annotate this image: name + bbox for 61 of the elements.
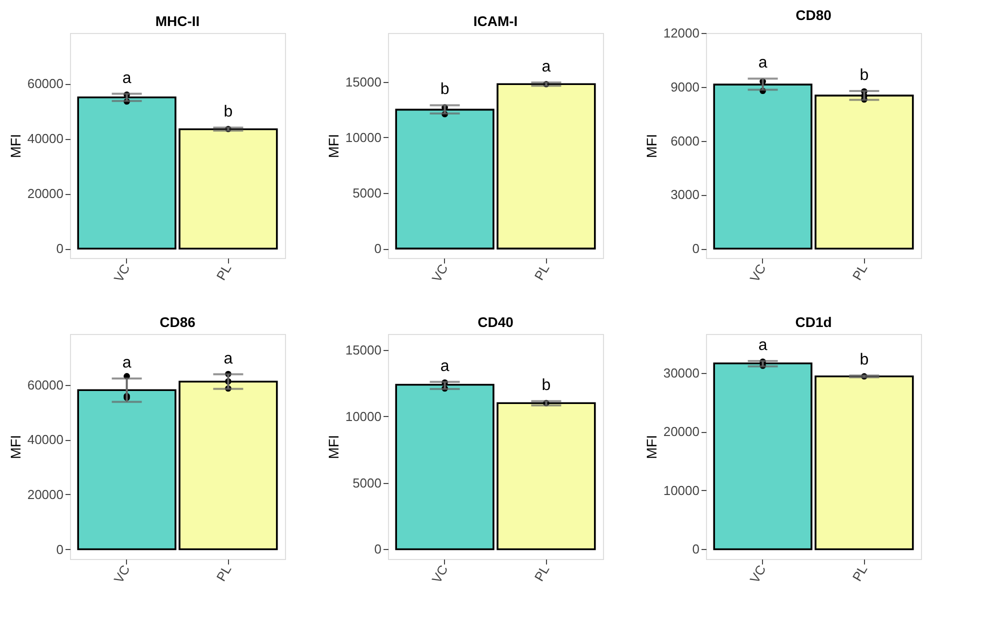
y-tick-label: 60000 (27, 377, 64, 392)
y-axis-title: MFI (643, 134, 660, 158)
y-axis-title: MFI (7, 134, 24, 158)
annotation: b (224, 104, 233, 121)
y-tick-label: 15000 (345, 74, 382, 90)
x-tick-label: PL (213, 262, 234, 283)
y-tick-label: 10000 (663, 482, 700, 498)
x-tick-label: PL (849, 562, 870, 584)
y-tick-label: 15000 (345, 342, 382, 358)
y-tick-label: 5000 (352, 475, 382, 490)
y-tick-label: 3000 (670, 187, 700, 202)
y-tick-label: 0 (56, 542, 64, 557)
annotation: b (860, 351, 869, 368)
y-tick-label: 0 (56, 241, 64, 256)
y-tick-label: 20000 (27, 486, 64, 502)
annotation: a (122, 70, 132, 87)
y-tick-label: 0 (374, 241, 382, 256)
y-tick-label: 30000 (663, 365, 700, 380)
y-tick-label: 40000 (27, 131, 64, 146)
y-axis-title: MFI (7, 434, 24, 460)
annotation: a (758, 337, 768, 354)
x-tick-label: PL (531, 262, 552, 283)
y-tick-label: 10000 (345, 408, 382, 424)
chart-title: CD86 (160, 314, 196, 330)
annotation: b (542, 377, 551, 394)
y-tick-label: 20000 (27, 186, 64, 202)
annotation: a (758, 54, 768, 72)
x-tick-label: VC (746, 262, 769, 285)
y-tick-label: 6000 (670, 133, 700, 148)
chart-title: ICAM-I (473, 13, 518, 29)
y-tick-label: 0 (692, 542, 700, 557)
chart-title: CD80 (796, 7, 832, 23)
y-axis-title: MFI (325, 134, 342, 158)
y-tick-label: 60000 (27, 76, 64, 92)
annotation: a (542, 58, 551, 76)
y-tick-label: 10000 (345, 130, 382, 145)
x-tick-label: VC (428, 262, 451, 285)
annotation: b (440, 81, 450, 98)
y-axis-title: MFI (643, 434, 660, 460)
x-tick-label: PL (531, 562, 552, 584)
x-tick-label: PL (849, 262, 870, 283)
y-tick-label: 0 (374, 542, 382, 557)
y-tick-label: 20000 (663, 424, 700, 440)
x-tick-label: VC (110, 562, 133, 586)
annotation: a (440, 358, 450, 375)
annotation: a (122, 354, 132, 372)
y-tick-label: 40000 (27, 432, 64, 448)
annotation: a (224, 350, 233, 368)
y-axis-title: MFI (325, 434, 342, 460)
annotation: b (860, 67, 869, 84)
x-tick-label: VC (746, 562, 769, 586)
chart-title: CD1d (795, 314, 832, 330)
y-tick-label: 0 (692, 241, 700, 256)
y-tick-label: 5000 (352, 186, 382, 200)
x-tick-label: VC (428, 562, 451, 586)
y-tick-label: 9000 (670, 79, 700, 94)
chart-title: CD40 (478, 314, 514, 330)
chart-title: MHC-II (155, 13, 200, 29)
x-tick-label: PL (213, 562, 234, 584)
y-tick-label: 12000 (663, 26, 700, 40)
x-tick-label: VC (110, 262, 133, 285)
